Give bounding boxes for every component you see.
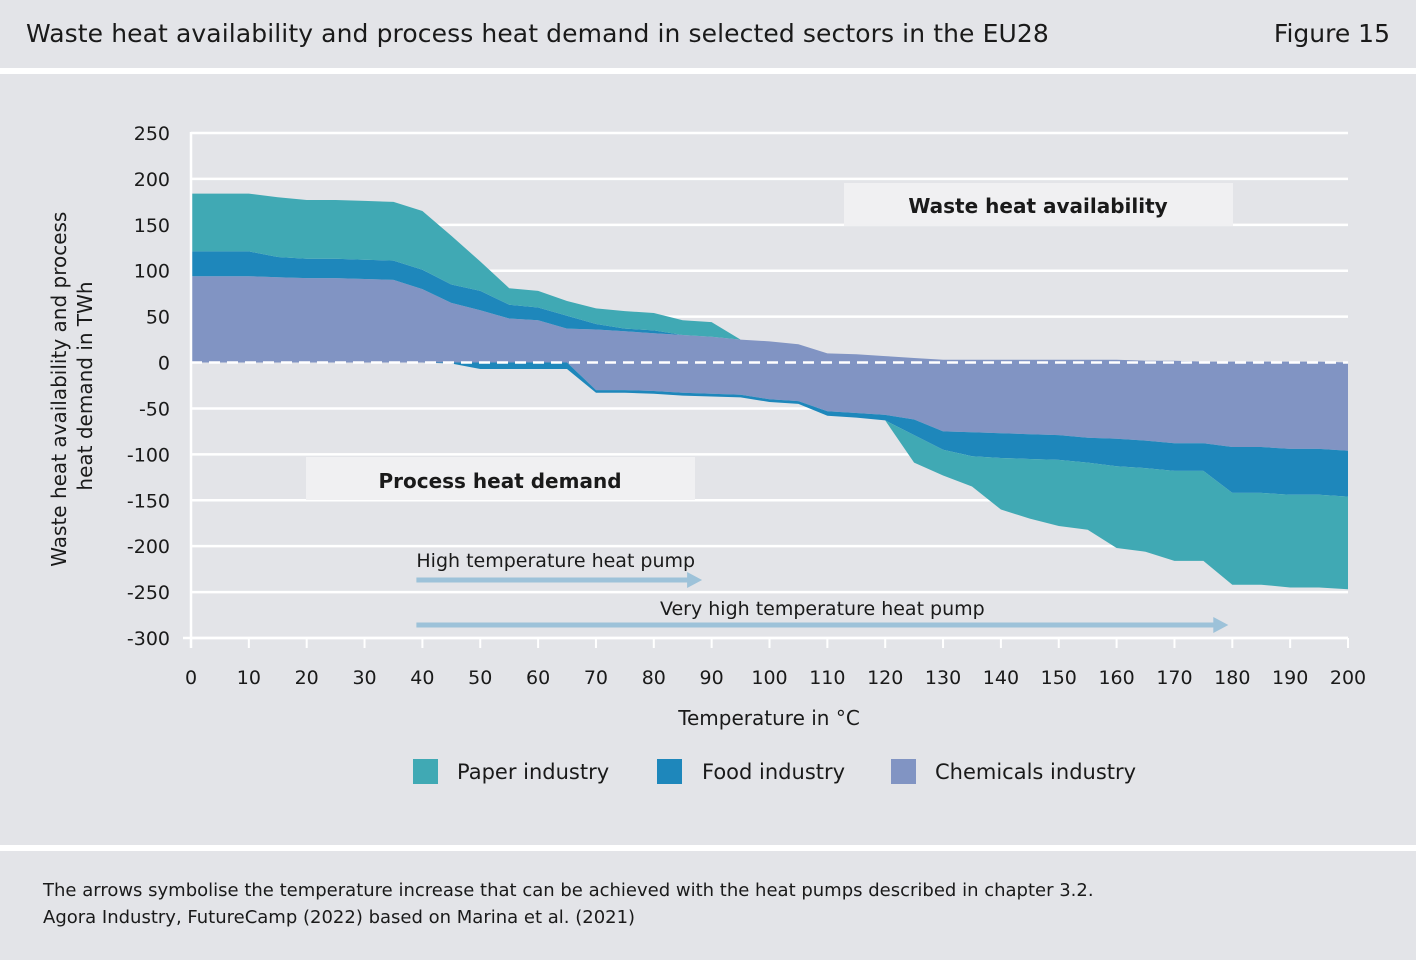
availability-area-chemicals [191,276,1348,363]
x-tick-label: 90 [700,667,724,689]
y-axis-title-line-2: heat demand in TWh [73,281,97,490]
footer-source: Agora Industry, FutureCamp (2022) based … [43,907,636,928]
x-tick-label: 140 [983,667,1019,689]
x-tick-label: 110 [809,667,845,689]
y-tick-label: 0 [158,353,170,375]
footer-note: The arrows symbolise the temperature inc… [43,880,1094,901]
arrow-label: Very high temperature heat pump [660,598,985,620]
area-series [191,193,1348,590]
legend-label-chemicals: Chemicals industry [935,760,1136,784]
x-tick-label: 180 [1214,667,1250,689]
legend-swatch-food [657,759,682,784]
y-tick-label: 150 [134,215,170,237]
y-tick-label: 100 [134,261,170,283]
x-tick-label: 0 [185,667,197,689]
y-tick-label: -250 [127,582,170,604]
header-divider [0,68,1416,74]
y-tick-label: 200 [134,169,170,191]
y-tick-label: -150 [127,490,170,512]
legend-label-food: Food industry [702,760,845,784]
x-tick-label: 170 [1156,667,1192,689]
legend-swatch-paper [413,759,438,784]
x-axis-title: Temperature in °C [677,706,860,730]
y-tick-label: 50 [146,307,170,329]
axes: 250 200 150 100 50 0 -50 -100 -150 -200 -250 -300 0 1… [127,123,1366,689]
x-tick-label: 190 [1272,667,1308,689]
arrow-head [1213,617,1229,633]
arrow-head [687,572,703,588]
x-tick-label: 60 [526,667,550,689]
x-tick-label: 160 [1098,667,1134,689]
legend: Paper industry Food industry Chemicals i… [413,759,1136,784]
x-tick-label: 200 [1330,667,1366,689]
x-tick-label: 10 [237,667,261,689]
demand-area-paper [191,362,1348,590]
x-tick-label: 120 [867,667,903,689]
availability-label-box [844,183,1233,226]
availability-area-food [191,251,1348,363]
x-tick-label: 100 [751,667,787,689]
footer-divider [0,845,1416,851]
figure-number: Figure 15 [1273,19,1390,48]
x-tick-label: 70 [584,667,608,689]
x-tick-label: 130 [925,667,961,689]
demand-label-box [306,457,695,500]
y-tick-label: 250 [134,123,170,145]
y-axis-title-line-1: Waste heat availability and process [47,212,71,567]
availability-area-paper [191,193,1348,363]
arrow-label: High temperature heat pump [416,550,695,572]
y-axis-title: Waste heat availability and process heat… [47,205,97,566]
y-tick-label: -100 [127,444,170,466]
region-labels: Waste heat availability Process heat dem… [306,183,1233,500]
legend-label-paper: Paper industry [457,760,609,784]
y-tick-label: -50 [139,398,170,420]
demand-label: Process heat demand [378,469,621,493]
demand-area-food [191,362,1348,497]
chart: Waste heat availability Process heat dem… [47,123,1366,784]
y-tick-label: -200 [127,536,170,558]
demand-area-chemicals [191,362,1348,451]
x-tick-label: 150 [1041,667,1077,689]
figure-footer: The arrows symbolise the temperature inc… [43,877,1094,931]
x-tick-label: 30 [352,667,376,689]
x-tick-label: 80 [642,667,666,689]
availability-label: Waste heat availability [908,194,1167,218]
x-tick-label: 40 [410,667,434,689]
legend-swatch-chemicals [891,759,916,784]
heat-pump-arrows: High temperature heat pump Very high temp… [416,550,1229,633]
x-tick-label: 50 [468,667,492,689]
figure-title: Waste heat availability and process heat… [26,19,1049,48]
y-tick-label: -300 [127,628,170,650]
figure-header: Waste heat availability and process heat… [0,0,1416,68]
x-tick-label: 20 [295,667,319,689]
